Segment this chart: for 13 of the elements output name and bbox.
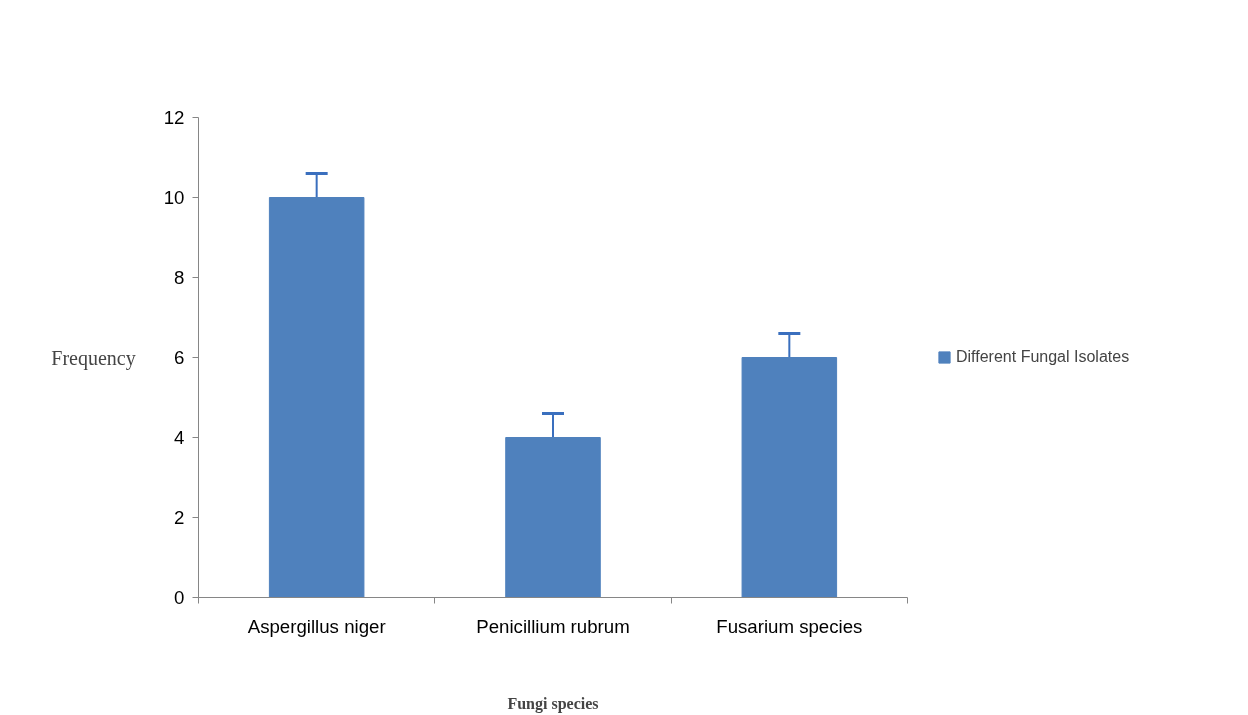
y-tick-label: 6 <box>174 347 185 368</box>
y-tick-label: 8 <box>174 267 185 288</box>
x-tick-label: Aspergillus niger <box>247 615 386 637</box>
y-tick-label: 2 <box>174 507 185 528</box>
y-tick-label: 0 <box>174 587 185 608</box>
x-axis-title: Fungi species <box>507 694 599 713</box>
legend-label: Different Fungal Isolates <box>956 348 1130 366</box>
x-tick-label: Penicillium rubrum <box>476 615 630 637</box>
x-tick-label: Fusarium species <box>716 615 863 637</box>
y-tick-label: 4 <box>174 427 185 448</box>
y-tick-label: 10 <box>163 187 185 208</box>
y-tick-label: 12 <box>163 107 185 128</box>
y-axis-title: Frequency <box>51 346 136 370</box>
